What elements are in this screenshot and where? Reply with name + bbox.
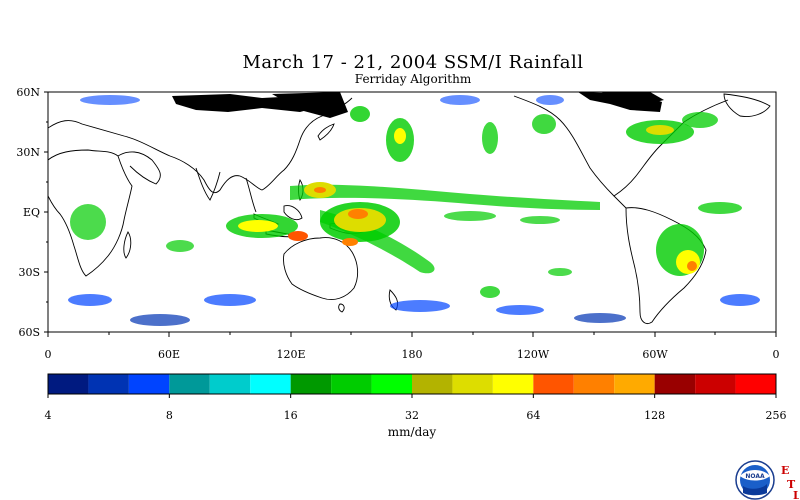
lat-label-eq: EQ — [23, 206, 40, 219]
lon-label-60e: 60E — [158, 348, 180, 361]
colorbar-swatch — [169, 374, 210, 394]
map-title: March 17 - 21, 2004 SSM/I Rainfall — [242, 52, 584, 73]
lat-label-30n: 30N — [16, 146, 40, 159]
colorbar-swatch — [452, 374, 493, 394]
lat-label-30s: 30S — [18, 266, 40, 279]
colorbar-labels: 4 8 16 32 64 128 256 — [45, 394, 787, 422]
lon-label-120w: 120W — [517, 348, 550, 361]
noaa-logo: NOAA E T L — [735, 460, 799, 500]
noaa-seal-icon: NOAA — [735, 460, 775, 500]
lon-label-0-east: 0 — [773, 348, 780, 361]
rainfall-patches — [68, 95, 760, 326]
colorbar-tick-label: 8 — [166, 409, 173, 422]
noaa-logo-text: NOAA — [745, 473, 765, 480]
colorbar-swatch — [48, 374, 89, 394]
colorbar-swatch — [695, 374, 736, 394]
colorbar-swatch — [614, 374, 655, 394]
colorbar-tick-label: 128 — [644, 409, 665, 422]
colorbar — [47, 373, 777, 395]
colorbar-swatch — [573, 374, 615, 394]
lon-label-120e: 120E — [276, 348, 305, 361]
lat-label-60n: 60N — [16, 86, 40, 99]
colorbar-tick-label: 256 — [766, 409, 787, 422]
colorbar-swatch — [654, 374, 696, 394]
no-data-regions — [172, 92, 664, 118]
colorbar-tick-label: 16 — [284, 409, 298, 422]
latitude-axis: 60N 30N EQ 30S 60S — [16, 86, 48, 339]
logo-letter-l: L — [793, 489, 799, 500]
lon-label-0: 0 — [45, 348, 52, 361]
colorbar-swatch — [735, 374, 776, 394]
lon-label-180: 180 — [402, 348, 423, 361]
colorbar-tick-label: 4 — [45, 409, 52, 422]
colorbar-swatch — [290, 374, 332, 394]
colorbar-swatch — [331, 374, 372, 394]
longitude-axis: 0 60E 120E 180 120W 60W 0 — [45, 332, 780, 361]
logo-letter-e: E — [781, 464, 789, 477]
colorbar-swatch — [209, 374, 251, 394]
colorbar-swatch — [492, 374, 534, 394]
colorbar-tick-label: 64 — [526, 409, 540, 422]
map-subtitle: Ferriday Algorithm — [354, 72, 472, 86]
colorbar-swatch — [128, 374, 170, 394]
colorbar-swatch — [250, 374, 291, 394]
colorbar-swatch — [533, 374, 574, 394]
colorbar-swatch — [371, 374, 412, 394]
map-content — [48, 92, 771, 326]
lon-label-60w: 60W — [642, 348, 668, 361]
colorbar-unit: mm/day — [388, 425, 437, 439]
logo-letter-t: T — [787, 478, 796, 491]
colorbar-swatch — [412, 374, 453, 394]
colorbar-swatch — [88, 374, 129, 394]
colorbar-tick-label: 32 — [405, 409, 419, 422]
lat-label-60s: 60S — [18, 326, 40, 339]
